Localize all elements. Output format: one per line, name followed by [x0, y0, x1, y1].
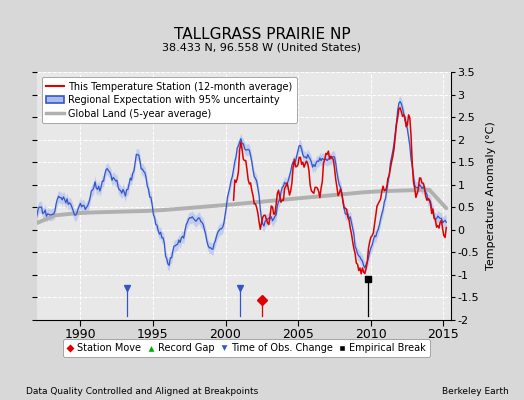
Text: Berkeley Earth: Berkeley Earth: [442, 387, 508, 396]
Text: Data Quality Controlled and Aligned at Breakpoints: Data Quality Controlled and Aligned at B…: [26, 387, 258, 396]
Legend: This Temperature Station (12-month average), Regional Expectation with 95% uncer: This Temperature Station (12-month avera…: [41, 77, 297, 123]
Text: 38.433 N, 96.558 W (United States): 38.433 N, 96.558 W (United States): [162, 42, 362, 52]
Y-axis label: Temperature Anomaly (°C): Temperature Anomaly (°C): [486, 122, 496, 270]
Legend: Station Move, Record Gap, Time of Obs. Change, Empirical Break: Station Move, Record Gap, Time of Obs. C…: [63, 339, 430, 357]
Text: TALLGRASS PRAIRIE NP: TALLGRASS PRAIRIE NP: [173, 27, 351, 42]
